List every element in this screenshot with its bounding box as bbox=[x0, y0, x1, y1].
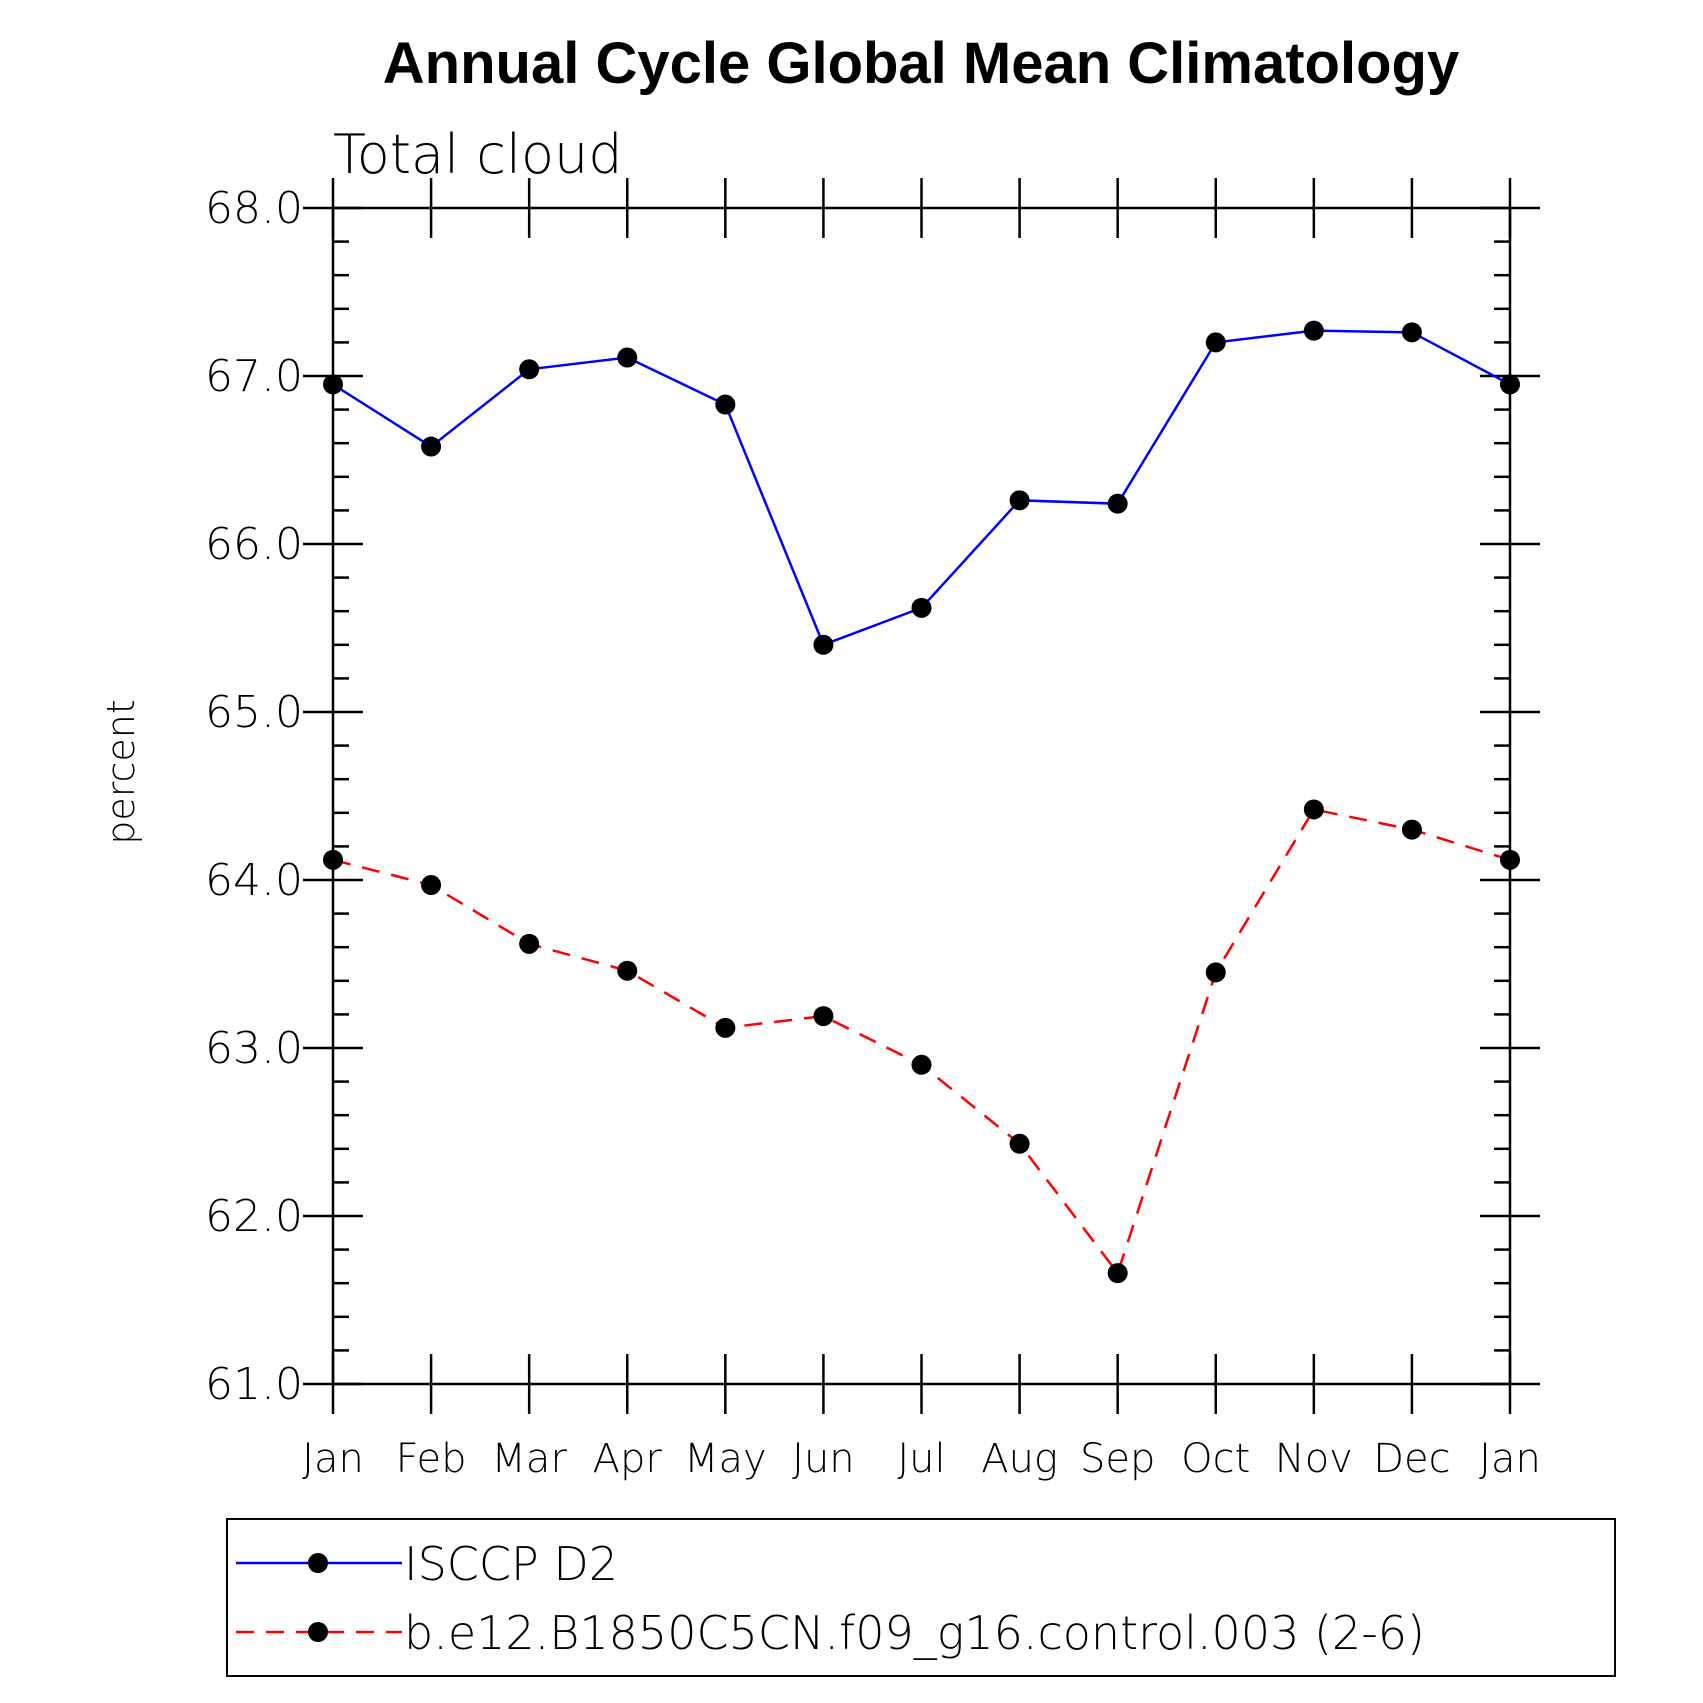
chart-subtitle: Total cloud bbox=[333, 123, 623, 186]
legend-box bbox=[226, 1518, 1616, 1677]
data-point-series-1 bbox=[421, 436, 442, 457]
data-point-series-2 bbox=[519, 933, 540, 954]
x-tick-labels: Jan Feb Mar Apr May Jun Jul Aug Sep Oct Nov Dec Jan bbox=[302, 1436, 1541, 1482]
data-point-series-1 bbox=[519, 359, 540, 380]
x-tick-label: Sep bbox=[1080, 1436, 1155, 1482]
data-point-series-2 bbox=[1107, 1263, 1128, 1284]
data-point-series-1 bbox=[1107, 493, 1128, 514]
y-tick-label: 66.0 bbox=[205, 519, 303, 570]
plot-frame bbox=[331, 206, 1512, 1386]
legend-marker-2 bbox=[308, 1622, 328, 1642]
data-point-series-1 bbox=[1303, 320, 1324, 341]
x-tick-label: Jun bbox=[792, 1436, 855, 1482]
y-tick-label: 67.0 bbox=[205, 351, 303, 402]
y-tick-label: 62.0 bbox=[205, 1191, 303, 1242]
x-tick-label: Mar bbox=[491, 1436, 567, 1482]
data-point-series-1 bbox=[813, 634, 834, 655]
x-tick-label: Apr bbox=[593, 1436, 663, 1482]
data-point-series-2 bbox=[911, 1054, 932, 1075]
data-point-series-1 bbox=[617, 347, 638, 368]
chart-title: Annual Cycle Global Mean Climatology bbox=[383, 31, 1459, 96]
x-tick-label: May bbox=[684, 1436, 767, 1482]
data-point-series-1 bbox=[323, 374, 343, 395]
legend-label-1: ISCCP D2 bbox=[404, 1537, 618, 1591]
x-tick-label: Feb bbox=[396, 1436, 467, 1482]
y-tick-label: 64.0 bbox=[205, 855, 303, 906]
y-tick-label: 68.0 bbox=[205, 183, 303, 234]
legend-marker-1 bbox=[308, 1553, 328, 1573]
data-point-series-2 bbox=[323, 849, 343, 870]
data-point-series-1 bbox=[1500, 374, 1520, 395]
axis-ticks bbox=[303, 178, 1540, 1414]
x-tick-label: Aug bbox=[981, 1436, 1058, 1482]
data-point-series-2 bbox=[813, 1006, 834, 1027]
data-point-series-1 bbox=[715, 394, 736, 415]
data-point-series-2 bbox=[1009, 1133, 1030, 1154]
y-tick-labels: 61.0 62.0 63.0 64.0 65.0 66.0 67.0 68.0 bbox=[205, 183, 303, 1410]
data-point-series-2 bbox=[1401, 819, 1422, 840]
data-series bbox=[323, 320, 1520, 1284]
y-tick-label: 61.0 bbox=[205, 1359, 303, 1410]
x-tick-label: Jan bbox=[1479, 1436, 1541, 1482]
data-point-series-2 bbox=[617, 960, 638, 981]
x-tick-label: Oct bbox=[1181, 1436, 1250, 1482]
data-point-series-2 bbox=[1205, 962, 1226, 983]
x-tick-label: Dec bbox=[1373, 1436, 1450, 1482]
y-axis-label: percent bbox=[99, 699, 143, 845]
x-tick-label: Nov bbox=[1275, 1436, 1353, 1482]
y-tick-label: 65.0 bbox=[205, 687, 303, 738]
data-point-series-2 bbox=[421, 875, 442, 896]
legend: ISCCP D2 b.e12.B1850C5CN.f09_g16.control… bbox=[226, 1518, 1616, 1677]
y-tick-label: 63.0 bbox=[205, 1023, 303, 1074]
data-point-series-1 bbox=[1205, 332, 1226, 353]
legend-label-2: b.e12.B1850C5CN.f09_g16.control.003 (2-6… bbox=[404, 1606, 1425, 1660]
data-point-series-1 bbox=[1009, 490, 1030, 511]
data-point-series-2 bbox=[1500, 849, 1520, 870]
data-point-series-2 bbox=[715, 1017, 736, 1038]
series-line-1 bbox=[332, 329, 1511, 647]
data-point-series-2 bbox=[1303, 799, 1324, 820]
data-point-series-1 bbox=[1401, 322, 1422, 343]
x-tick-label: Jul bbox=[897, 1436, 945, 1482]
x-tick-label: Jan bbox=[302, 1436, 364, 1482]
series-line-2 bbox=[332, 808, 1511, 1276]
data-point-series-1 bbox=[911, 597, 932, 618]
